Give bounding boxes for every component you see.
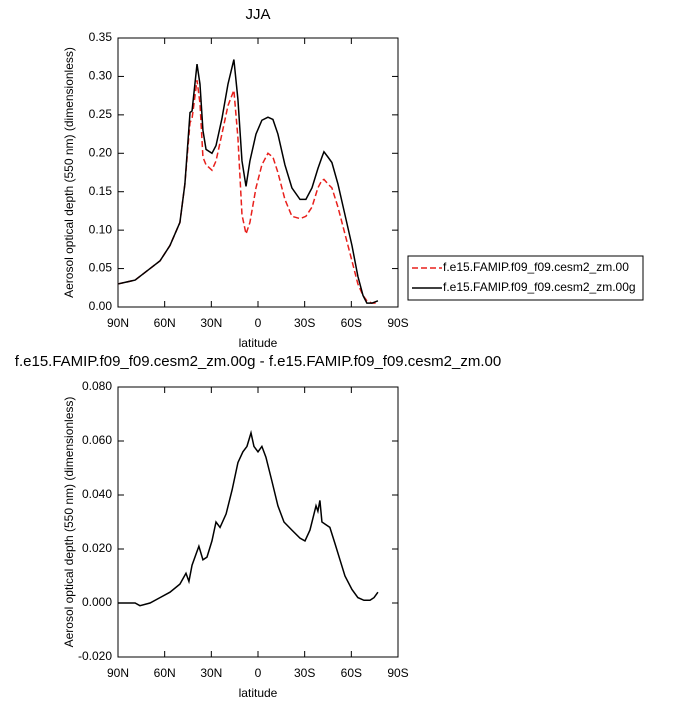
x-tick-label: 30N (200, 666, 222, 680)
x-tick-label: 90N (107, 316, 129, 330)
legend-label: f.e15.FAMIP.f09_f09.cesm2_zm.00 (443, 260, 629, 274)
plot-frame (117, 386, 399, 658)
y-tick-label: -0.020 (78, 649, 112, 663)
y-tick-label: 0.25 (89, 107, 113, 121)
x-tick-label: 60S (341, 316, 362, 330)
x-tick-label: 0 (255, 666, 262, 680)
y-axis-label: Aerosol optical depth (550 nm) (dimensio… (62, 397, 76, 648)
y-tick-label: 0.30 (89, 69, 113, 83)
y-tick-label: 0.020 (82, 541, 112, 555)
x-tick-label: 90S (387, 316, 408, 330)
x-tick-label: 0 (255, 316, 262, 330)
x-axis-label: latitude (239, 686, 278, 700)
y-axis-label: Aerosol optical depth (550 nm) (dimensio… (62, 47, 76, 298)
x-tick-label: 30S (294, 666, 315, 680)
y-tick-label: 0.35 (89, 30, 113, 44)
x-tick-label: 90S (387, 666, 408, 680)
data-line (117, 80, 378, 304)
x-tick-label: 60N (154, 316, 176, 330)
legend-box (407, 255, 644, 301)
x-tick-label: 60S (341, 666, 362, 680)
legend-label: f.e15.FAMIP.f09_f09.cesm2_zm.00g (443, 280, 636, 294)
y-tick-label: 0.040 (82, 487, 112, 501)
y-tick-label: 0.000 (82, 595, 112, 609)
x-tick-label: 90N (107, 666, 129, 680)
chart-title: JJA (245, 6, 270, 23)
x-tick-label: 30N (200, 316, 222, 330)
y-tick-label: 0.20 (89, 145, 113, 159)
x-axis-label: latitude (239, 336, 278, 350)
data-line (118, 429, 379, 607)
chart-title: f.e15.FAMIP.f09_f09.cesm2_zm.00g - f.e15… (15, 353, 501, 370)
y-tick-label: 0.15 (89, 184, 113, 198)
x-tick-label: 60N (154, 666, 176, 680)
data-line (117, 59, 379, 304)
y-tick-label: 0.080 (82, 379, 112, 393)
y-tick-label: 0.05 (89, 261, 113, 275)
x-tick-label: 30S (294, 316, 315, 330)
y-tick-label: 0.10 (89, 222, 113, 236)
y-tick-label: 0.00 (89, 299, 113, 313)
y-tick-label: 0.060 (82, 433, 112, 447)
